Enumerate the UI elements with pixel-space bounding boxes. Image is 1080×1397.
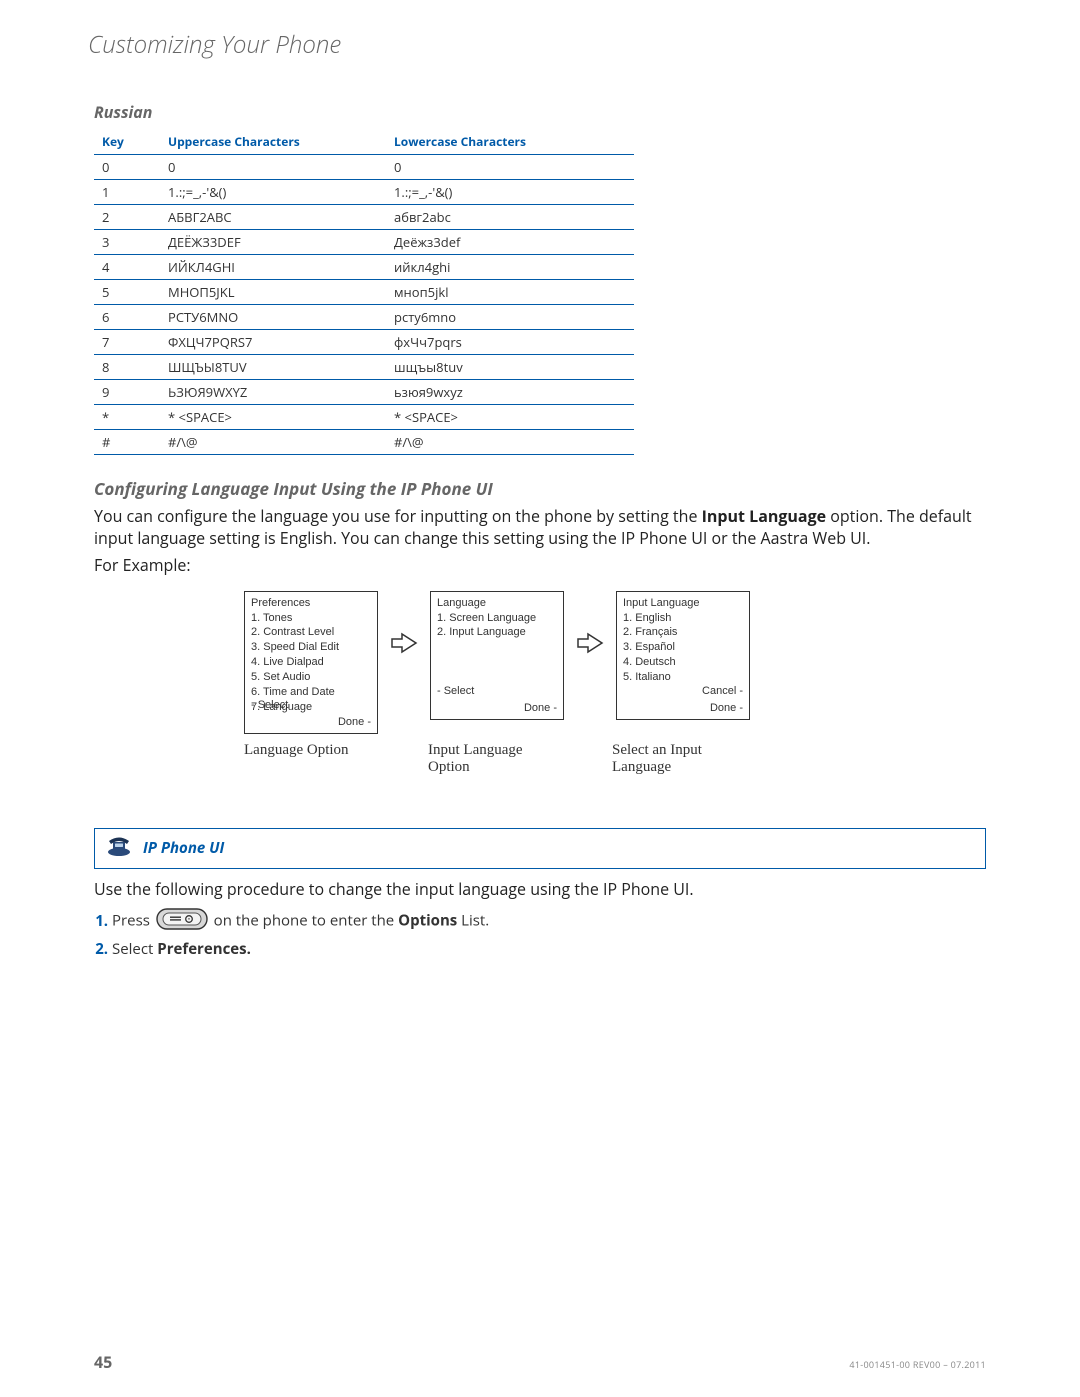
flow-captions: Language Option Input Language Option Se… <box>244 742 986 776</box>
phone-icon <box>105 835 135 862</box>
for-example-label: For Example: <box>94 555 986 577</box>
table-row: ##/\@#/\@ <box>94 430 634 455</box>
ip-phone-ui-banner: IP Phone UI <box>94 828 986 869</box>
table-row: 6РСТУ6MNOрсту6mno <box>94 305 634 330</box>
step-2: Select Preferences. <box>112 939 986 959</box>
table-row: 11.:;=_,-'&()1.:;=_,-'&() <box>94 180 634 205</box>
chapter-title: Customizing Your Phone <box>88 28 986 61</box>
table-row: 000 <box>94 155 634 180</box>
col-lower: Lowercase Characters <box>386 129 634 155</box>
page-footer: 45 41-001451-00 REV00 – 07.2011 <box>94 1351 986 1373</box>
table-row: ** <SPACE>* <SPACE> <box>94 405 634 430</box>
table-row: 2АБВГ2ABCабвг2abc <box>94 205 634 230</box>
doc-revision: 41-001451-00 REV00 – 07.2011 <box>849 1358 986 1371</box>
arrow-icon <box>378 591 430 655</box>
phone-screen-input-language: Input Language 1. English 2. Français 3.… <box>616 591 750 720</box>
phone-screen-language: Language 1. Screen Language 2. Input Lan… <box>430 591 564 720</box>
config-heading: Configuring Language Input Using the IP … <box>94 477 986 500</box>
table-row: 9ЬЗЮЯ9WXYZьзюя9wxyz <box>94 380 634 405</box>
phone-screen-preferences: Preferences 1. Tones 2. Contrast Level 3… <box>244 591 378 734</box>
arrow-icon <box>564 591 616 655</box>
ip-phone-ui-label: IP Phone UI <box>143 838 224 858</box>
col-key: Key <box>94 129 160 155</box>
table-row: 4ИЙКЛ4GHIийкл4ghi <box>94 255 634 280</box>
col-upper: Uppercase Characters <box>160 129 386 155</box>
table-row: 3ДЕЁЖЗ3DEFДеёжз3def <box>94 230 634 255</box>
table-row: 8ШЩЪЫ8TUVшщъы8tuv <box>94 355 634 380</box>
page-number: 45 <box>94 1351 112 1373</box>
table-header-row: Key Uppercase Characters Lowercase Chara… <box>94 129 634 155</box>
russian-char-table: Key Uppercase Characters Lowercase Chara… <box>94 129 634 455</box>
document-page: Customizing Your Phone Russian Key Upper… <box>0 0 1080 1397</box>
procedure-steps: Press on the phone to enter the Options … <box>94 908 986 959</box>
table-row: 5МНОП5JKLмноп5jkl <box>94 280 634 305</box>
table-row: 7ФХЦЧ7PQRS7фхЧч7pqrs <box>94 330 634 355</box>
options-key-icon <box>156 908 208 935</box>
config-paragraph: You can configure the language you use f… <box>94 506 986 549</box>
step-1: Press on the phone to enter the Options … <box>112 908 986 935</box>
russian-heading: Russian <box>94 101 986 123</box>
use-procedure-text: Use the following procedure to change th… <box>94 879 986 901</box>
menu-flow-diagram: Preferences 1. Tones 2. Contrast Level 3… <box>244 591 986 734</box>
